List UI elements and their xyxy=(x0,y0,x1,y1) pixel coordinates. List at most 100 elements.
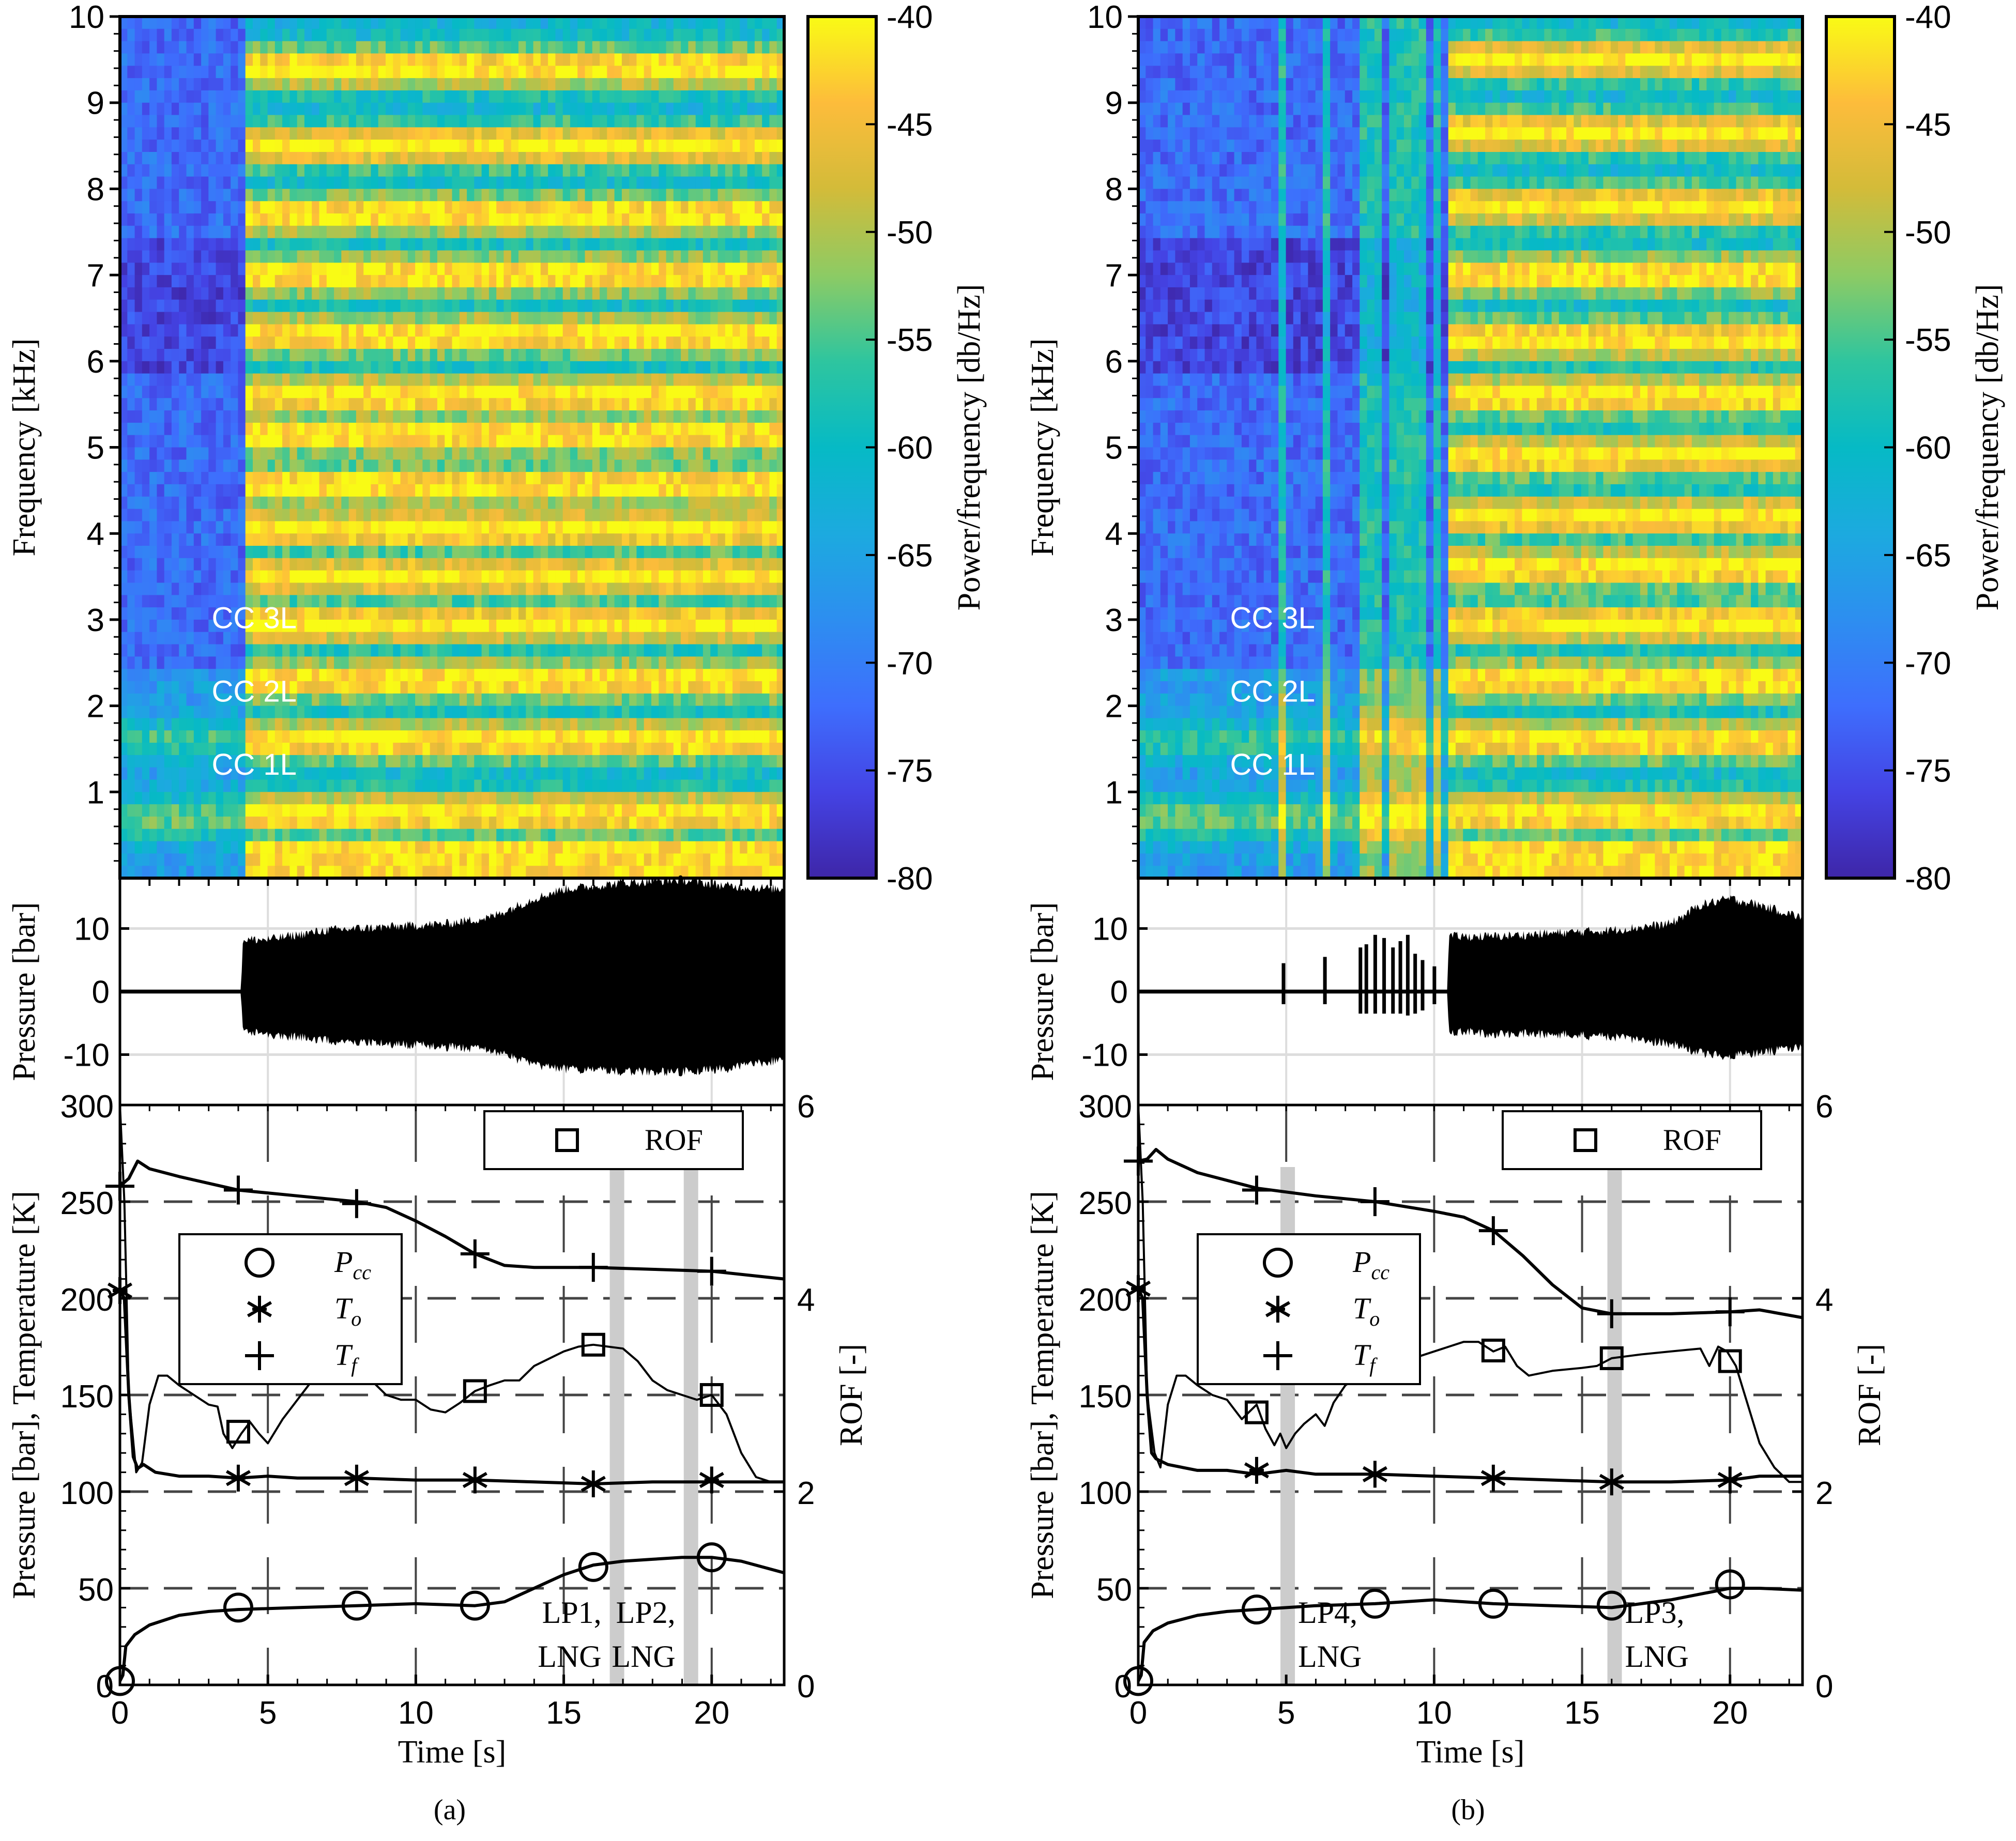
spectrogram-cell xyxy=(467,312,475,325)
spectrogram-cell xyxy=(231,533,239,546)
spectrogram-cell xyxy=(452,496,460,510)
spectrogram-cell xyxy=(216,669,224,682)
spectrogram-cell xyxy=(208,619,217,633)
spectrogram-cell xyxy=(216,336,224,349)
spectrogram-cell xyxy=(289,41,298,54)
spectrogram-cell xyxy=(430,755,438,768)
spectrogram-cell xyxy=(127,829,135,842)
spectrogram-cell xyxy=(400,779,408,792)
spectrogram-cell xyxy=(629,718,637,731)
spectrogram-cell xyxy=(274,693,283,707)
spectrogram-cell xyxy=(540,213,548,226)
spectrogram-cell xyxy=(238,767,246,780)
spectrogram-cell xyxy=(297,410,305,423)
spectrogram-cell xyxy=(363,152,372,165)
spectrogram-cell xyxy=(356,533,364,546)
spectrogram-cell xyxy=(518,546,526,559)
spectrogram-cell xyxy=(348,693,357,707)
spectrogram-cell xyxy=(629,115,637,128)
spectrogram-cell xyxy=(636,152,645,165)
spectrogram-cell xyxy=(511,17,519,29)
spectrogram-cell xyxy=(481,853,490,866)
spectrogram-cell xyxy=(474,78,482,91)
spectrogram-cell xyxy=(467,140,475,152)
spectrogram-cell xyxy=(452,669,460,682)
spectrogram-cell xyxy=(378,53,386,66)
spectrogram-cell xyxy=(393,607,401,620)
spectrogram-cell xyxy=(393,718,401,731)
spectrogram-cell xyxy=(120,140,128,152)
spectrogram-cell xyxy=(474,558,482,571)
spectrogram-cell xyxy=(363,336,372,349)
spectrogram-cell xyxy=(386,225,393,239)
spectrogram-cell xyxy=(437,263,445,275)
spectrogram-cell xyxy=(223,816,231,830)
spectrogram-cell xyxy=(223,164,231,177)
spectrogram-cell xyxy=(540,447,548,460)
spectrogram-cell xyxy=(386,435,393,448)
spectrogram-cell xyxy=(496,792,505,805)
spectrogram-cell xyxy=(393,263,401,275)
spectrogram-cell xyxy=(467,17,475,29)
spectrogram-cell xyxy=(157,705,165,718)
spectrogram-cell xyxy=(467,743,475,756)
spectrogram-cell xyxy=(142,225,150,239)
spectrogram-cell xyxy=(415,41,423,54)
spectrogram-cell xyxy=(400,669,408,682)
spectrogram-cell xyxy=(548,496,556,510)
spectrogram-cell xyxy=(371,656,379,669)
spectrogram-cell xyxy=(193,250,202,263)
spectrogram-cell xyxy=(282,225,290,239)
spectrogram-cell xyxy=(459,90,467,103)
spectrogram-cell xyxy=(149,644,157,657)
spectrogram-cell xyxy=(592,472,600,485)
spectrogram-cell xyxy=(430,804,438,817)
spectrogram-cell xyxy=(636,792,645,805)
spectrogram-cell xyxy=(245,767,253,780)
spectrogram-cell xyxy=(577,755,586,768)
spectrogram-cell xyxy=(120,386,128,398)
spectrogram-cell xyxy=(179,779,187,792)
spectrogram-cell xyxy=(437,201,445,214)
spectrogram-cell xyxy=(503,669,512,682)
spectrogram-cell xyxy=(415,336,423,349)
spectrogram-cell xyxy=(393,213,401,226)
spectrogram-cell xyxy=(540,361,548,374)
spectrogram-cell xyxy=(201,792,209,805)
spectrogram-cell xyxy=(533,201,541,214)
spectrogram-image xyxy=(120,17,785,879)
spectrogram-cell xyxy=(267,607,276,620)
spectrogram-cell xyxy=(334,632,342,645)
spectrogram-cell xyxy=(201,435,209,448)
spectrogram-cell xyxy=(157,176,165,189)
spectrogram-cell xyxy=(445,53,453,66)
spectrogram-cell xyxy=(644,17,652,29)
spectrogram-cell xyxy=(386,570,393,583)
spectrogram-cell xyxy=(120,792,128,805)
spectrogram-cell xyxy=(636,189,645,202)
spectrogram-cell xyxy=(496,275,505,288)
spectrogram-cell xyxy=(540,127,548,140)
spectrogram-cell xyxy=(216,41,224,54)
spectrogram-cell xyxy=(208,373,217,386)
spectrogram-cell xyxy=(540,582,548,595)
spectrogram-cell xyxy=(452,263,460,275)
spectrogram-cell xyxy=(526,656,534,669)
spectrogram-cell xyxy=(496,373,505,386)
spectrogram-cell xyxy=(216,422,224,436)
spectrogram-cell xyxy=(371,619,379,633)
spectrogram-cell xyxy=(378,755,386,768)
spectrogram-cell xyxy=(386,115,393,128)
spectrogram-cell xyxy=(157,115,165,128)
spectrogram-cell xyxy=(164,582,172,595)
spectrogram-cell xyxy=(127,28,135,42)
spectrogram-cell xyxy=(341,90,349,103)
spectrogram-cell xyxy=(518,66,526,79)
spectrogram-cell xyxy=(223,41,231,54)
spectrogram-cell xyxy=(467,656,475,669)
spectrogram-cell xyxy=(467,361,475,374)
spectrogram-cell xyxy=(422,213,431,226)
spectrogram-cell xyxy=(127,619,135,633)
spectrogram-cell xyxy=(592,275,600,288)
spectrogram-cell xyxy=(289,804,298,817)
